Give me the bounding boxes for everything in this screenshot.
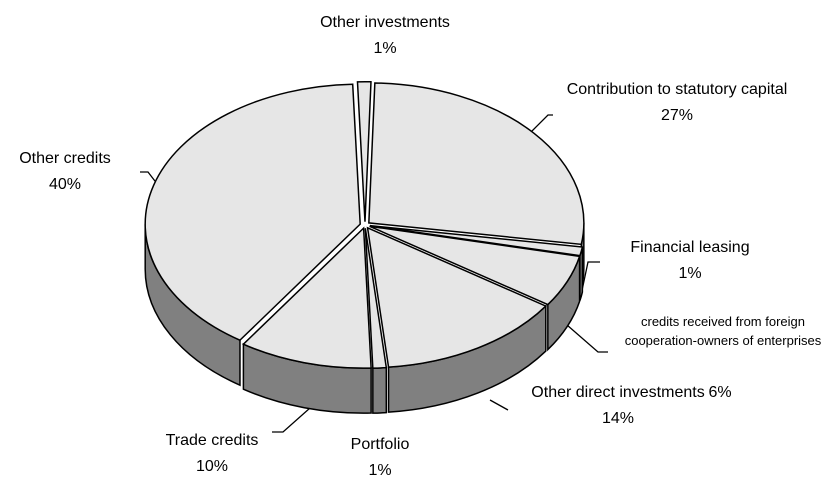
leader-line — [272, 407, 311, 433]
slice-name: Other investments — [320, 14, 450, 31]
slice-percent: 27% — [660, 107, 694, 124]
slice-percent: 1% — [368, 462, 392, 479]
leader-line — [489, 399, 509, 411]
slice-percent: 1% — [678, 265, 702, 282]
slice-percent: 10% — [195, 458, 229, 475]
slice — [144, 83, 361, 342]
slice-name: credits received from foreign cooperatio… — [624, 314, 822, 348]
slice-label: Contribution to statutory capital 27% — [557, 77, 797, 129]
slice-name: Portfolio — [350, 436, 410, 453]
slice — [364, 228, 388, 369]
slice-label: Portfolio 1% — [305, 432, 455, 479]
leader-line — [527, 114, 553, 136]
slice-label: Other direct investments 14% — [498, 380, 738, 432]
slice-name: Financial leasing — [630, 239, 750, 256]
slice-label: Other investments 1% — [285, 10, 485, 62]
slice-name: Other credits — [19, 150, 111, 167]
slice-percent: 1% — [373, 40, 397, 57]
slice-percent: 40% — [48, 176, 82, 193]
slice-label: Financial leasing 1% — [590, 235, 790, 287]
slice-percent: 6% — [708, 384, 732, 401]
slice-label: Other credits 40% — [0, 146, 140, 198]
slice — [368, 82, 585, 246]
slice — [242, 226, 372, 369]
slice-percent: 14% — [601, 410, 635, 427]
slice-label: credits received from foreign cooperatio… — [616, 312, 831, 350]
leader-line — [566, 324, 608, 353]
slice-label: Trade credits 10% — [122, 428, 302, 479]
slice — [369, 225, 581, 306]
leader-line — [140, 171, 159, 186]
slice — [356, 80, 372, 222]
slice-side — [372, 366, 388, 414]
slice — [366, 226, 548, 368]
slice-name: Trade credits — [165, 432, 259, 449]
slice-name: Other direct investments — [531, 384, 705, 401]
slice-name: Contribution to statutory capital — [566, 81, 788, 98]
